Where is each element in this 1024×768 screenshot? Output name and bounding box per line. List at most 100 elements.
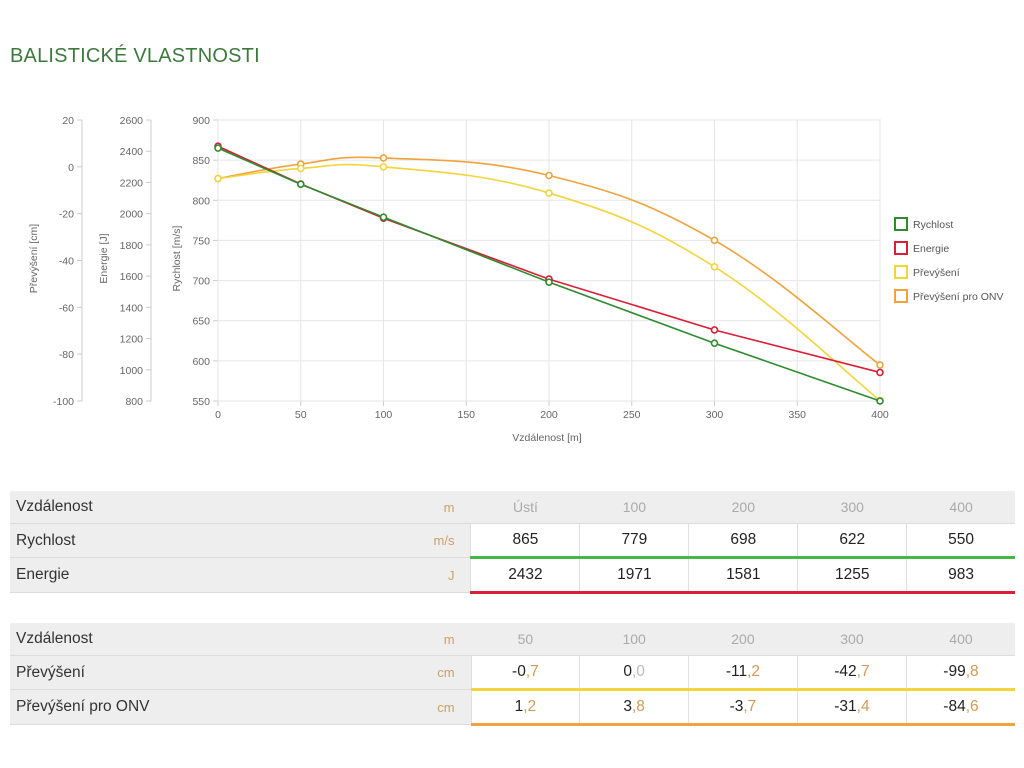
value-fraction: ,4 bbox=[856, 698, 870, 715]
row-label: Rychlost bbox=[10, 523, 347, 558]
value-integer: 550 bbox=[948, 531, 975, 548]
data-point-p-ev-en- bbox=[379, 163, 388, 171]
data-point-p-ev-en- bbox=[710, 263, 719, 271]
y-tick-label-energy: 1400 bbox=[120, 302, 144, 314]
value-cell: 2432 bbox=[470, 557, 580, 594]
y-tick-label-drop: 20 bbox=[62, 115, 74, 127]
x-tick-label: 50 bbox=[295, 409, 307, 421]
y-tick-label-energy: 1000 bbox=[120, 365, 144, 377]
y-tick-label-drop: -20 bbox=[59, 209, 74, 221]
header-row: Vzdálenost m 50 100 200 300 400 bbox=[10, 623, 1015, 656]
x-tick-label: 0 bbox=[215, 409, 221, 421]
value-fraction: ,8 bbox=[965, 663, 979, 680]
y-tick-label-velocity: 550 bbox=[192, 396, 210, 408]
column-header: Ústí bbox=[470, 491, 580, 524]
y-tick-label-velocity: 650 bbox=[192, 316, 210, 328]
value-integer: 400 bbox=[949, 631, 973, 647]
value-integer: 2432 bbox=[508, 566, 543, 583]
y-tick-label-energy: 2400 bbox=[120, 146, 144, 158]
value-cell: -0,7 bbox=[470, 655, 580, 691]
chart-grid bbox=[217, 119, 881, 402]
y-tick-label-energy: 1800 bbox=[120, 240, 144, 252]
value-cell: 698 bbox=[688, 523, 798, 559]
value-fraction: ,0 bbox=[631, 663, 645, 680]
chart-series bbox=[214, 142, 884, 405]
value-cell: -42,7 bbox=[796, 655, 907, 691]
value-fraction: ,2 bbox=[747, 663, 761, 680]
data-point-p-ev-en-pro-onv bbox=[876, 361, 884, 369]
value-cell: 550 bbox=[906, 523, 1015, 559]
y-tick-label-energy: 1600 bbox=[120, 271, 144, 283]
header-row: Vzdálenost m Ústí 100 200 300 400 bbox=[10, 491, 1015, 524]
column-header: 50 bbox=[470, 623, 580, 656]
x-tick-label: 100 bbox=[375, 409, 393, 421]
chart-legend: Rychlost Energie Převýšení Převýšení pro ON… bbox=[894, 217, 1003, 303]
y-tick-label-drop: 0 bbox=[68, 162, 74, 174]
y-tick-label-velocity: 750 bbox=[192, 235, 210, 247]
value-cell: 622 bbox=[797, 523, 907, 559]
value-integer: 300 bbox=[840, 499, 864, 515]
legend-swatch-p-ev-en- bbox=[894, 265, 908, 279]
value-fraction: ,2 bbox=[523, 698, 537, 715]
value-fraction: ,8 bbox=[631, 698, 645, 715]
y-tick-label-energy: 2200 bbox=[120, 177, 144, 189]
row-unit: m bbox=[347, 623, 472, 656]
x-tick-label: 300 bbox=[706, 409, 724, 421]
series-line-rychlost bbox=[217, 147, 881, 402]
value-fraction: ,7 bbox=[743, 698, 757, 715]
legend-label-p-ev-en-pro-onv: Převýšení pro ONV bbox=[913, 291, 1003, 303]
value-integer: 1581 bbox=[726, 566, 761, 583]
value-integer: -84 bbox=[943, 698, 966, 715]
value-integer: Ústí bbox=[512, 499, 538, 515]
velocity-energy-table: Vzdálenost m Ústí 100 200 300 400 Rychlost m/s 86… bbox=[10, 491, 1015, 594]
y-tick-label-drop: -100 bbox=[53, 396, 74, 408]
table-row: Energie J 2432 1971 1581 1255 983 bbox=[10, 557, 1015, 594]
column-header: 300 bbox=[797, 491, 907, 524]
data-point-p-ev-en-pro-onv bbox=[379, 154, 388, 162]
data-point-p-ev-en- bbox=[214, 174, 222, 183]
value-integer: 622 bbox=[839, 531, 866, 548]
x-tick-label: 200 bbox=[540, 409, 558, 421]
row-label: Převýšení bbox=[10, 655, 348, 690]
row-label: Energie bbox=[10, 557, 347, 593]
value-integer: -42 bbox=[834, 663, 857, 680]
y-tick-label-velocity: 800 bbox=[192, 195, 210, 207]
table-row: Rychlost m/s 865 779 698 622 550 bbox=[10, 523, 1015, 559]
y-tick-label-energy: 2600 bbox=[120, 115, 144, 127]
y-axis-label-energy: Energie [J] bbox=[98, 233, 110, 283]
value-cell: -99,8 bbox=[905, 655, 1015, 691]
value-integer: 1971 bbox=[617, 566, 652, 583]
value-fraction: ,7 bbox=[525, 663, 539, 680]
value-integer: 100 bbox=[622, 631, 646, 647]
column-header: 100 bbox=[579, 491, 689, 524]
column-header: 400 bbox=[905, 623, 1015, 656]
legend-swatch-p-ev-en-pro-onv bbox=[894, 289, 908, 303]
value-integer: 779 bbox=[621, 531, 648, 548]
column-header: 200 bbox=[687, 623, 798, 656]
value-integer: 400 bbox=[949, 499, 973, 515]
y-tick-label-energy: 1200 bbox=[120, 334, 144, 346]
value-cell: 1971 bbox=[579, 557, 689, 594]
value-cell: -31,4 bbox=[796, 689, 907, 726]
x-tick-label: 150 bbox=[457, 409, 475, 421]
value-fraction: ,7 bbox=[856, 663, 870, 680]
value-integer: 200 bbox=[731, 499, 755, 515]
value-cell: 983 bbox=[906, 557, 1015, 594]
x-tick-label: 400 bbox=[871, 409, 889, 421]
value-integer: 1255 bbox=[835, 566, 870, 583]
table-row: Převýšení cm -0,7 0,0 -11,2 -42,7 -99,8 bbox=[10, 655, 1015, 691]
value-cell: 1255 bbox=[797, 557, 907, 594]
data-point-rychlost bbox=[379, 213, 388, 221]
value-integer: -11 bbox=[725, 663, 748, 680]
data-point-rychlost bbox=[710, 339, 719, 347]
value-integer: 0 bbox=[623, 663, 632, 680]
column-header: 400 bbox=[906, 491, 1015, 524]
value-integer: 300 bbox=[840, 631, 864, 647]
value-integer: 200 bbox=[731, 631, 755, 647]
column-header: 100 bbox=[579, 623, 689, 656]
data-point-p-ev-en-pro-onv bbox=[710, 236, 719, 245]
value-integer: 865 bbox=[512, 531, 539, 548]
row-label: Vzdálenost bbox=[10, 491, 347, 524]
